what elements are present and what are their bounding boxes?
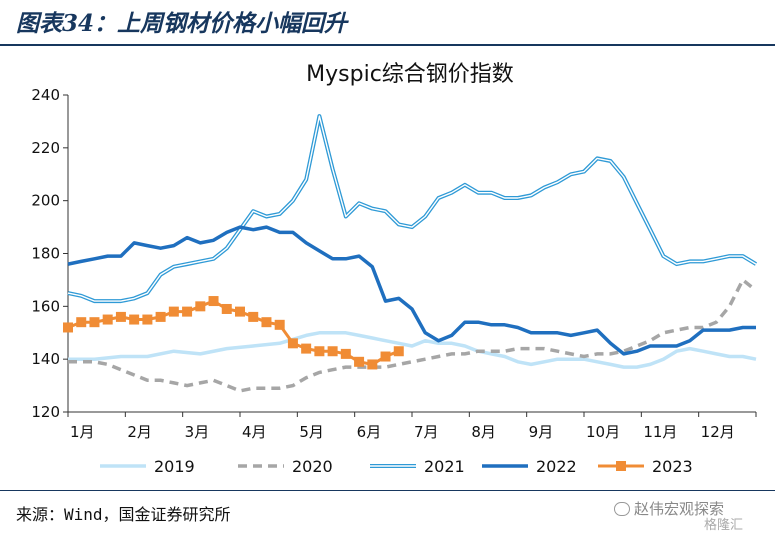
series-2023-point (155, 311, 166, 322)
x-tick-label: 7月 (414, 423, 439, 441)
series-2023-point (76, 317, 87, 328)
legend-label-2020: 2020 (292, 457, 333, 476)
x-tick-label: 12月 (701, 423, 735, 441)
y-tick-label: 160 (31, 297, 60, 315)
series-2023-point (248, 311, 259, 322)
x-tick-label: 10月 (586, 423, 620, 441)
series-2023-point (340, 348, 351, 359)
y-tick-label: 220 (31, 139, 60, 157)
legend-marker-2023 (616, 461, 626, 471)
x-tick-label: 8月 (471, 423, 496, 441)
series-2023-point (354, 356, 365, 367)
series-2023-point (142, 314, 153, 325)
legend-label-2021: 2021 (424, 457, 465, 476)
x-tick-label: 11月 (643, 423, 677, 441)
series-2021-line-core (67, 115, 757, 302)
x-tick-label: 2月 (127, 423, 152, 441)
legend-label-2022: 2022 (536, 457, 577, 476)
series-2022-line (67, 225, 756, 356)
series-2023-point (327, 346, 338, 357)
series-2023-point (301, 343, 312, 354)
series-2020-line (68, 277, 758, 393)
x-tick-label: 1月 (70, 423, 95, 441)
y-tick-label: 240 (31, 86, 60, 104)
figure-title: 图表34：上周钢材价格小幅回升 (16, 10, 348, 37)
y-tick-label: 140 (31, 350, 60, 368)
series-2023-point (63, 322, 73, 333)
chart: Myspic综合钢价指数 120 140 160 180 200 220 240 1月 2月 3月… (31, 62, 758, 476)
series-2023-point (261, 317, 272, 328)
wechat-icon (614, 502, 630, 516)
series-2023-point (182, 306, 193, 317)
watermark-secondary: 格隆汇 (704, 518, 744, 533)
watermark: 赵伟宏观探索 (614, 498, 724, 519)
x-tick-label: 6月 (357, 423, 382, 441)
series-2023-point (89, 317, 100, 328)
series-2023-point (274, 319, 285, 330)
series-layer (63, 114, 758, 393)
source-note: 来源：Wind，国金证券研究所 (16, 505, 231, 524)
series-2019-line (68, 331, 757, 369)
x-tick-label: 4月 (242, 423, 267, 441)
series-2023-point (314, 346, 325, 357)
watermark-text: 赵伟宏观探索 (634, 500, 725, 518)
legend-label-2023: 2023 (652, 457, 693, 476)
series-2023-point (115, 311, 126, 322)
y-tick-label: 200 (31, 192, 60, 210)
legend: 2019 2020 2021 2022 2023 (100, 457, 693, 476)
series-2023-point (287, 338, 298, 349)
axes: 120 140 160 180 200 220 240 1月 2月 3月 4月 5月 6月 7月 8月 9月 1… (31, 86, 757, 441)
series-2023-point (168, 306, 179, 317)
series-2023-point (235, 306, 245, 317)
series-2023-point (195, 301, 206, 312)
title-divider (0, 44, 775, 46)
y-tick-label: 180 (31, 245, 60, 263)
chart-title: Myspic综合钢价指数 (306, 62, 514, 87)
y-tick-label: 120 (31, 403, 60, 421)
series-2023-point (393, 346, 404, 357)
series-2023-point (367, 359, 378, 370)
x-tick-label: 3月 (185, 423, 210, 441)
legend-label-2019: 2019 (154, 457, 195, 476)
series-2023-point (129, 314, 140, 325)
series-2023-point (208, 296, 219, 307)
footer-divider (0, 490, 775, 491)
series-2023-point (221, 303, 232, 314)
series-2023-point (380, 351, 391, 362)
x-tick-label: 5月 (299, 423, 324, 441)
x-tick-label: 9月 (529, 423, 554, 441)
series-2021-line (67, 114, 758, 304)
series-2023-point (102, 314, 113, 325)
